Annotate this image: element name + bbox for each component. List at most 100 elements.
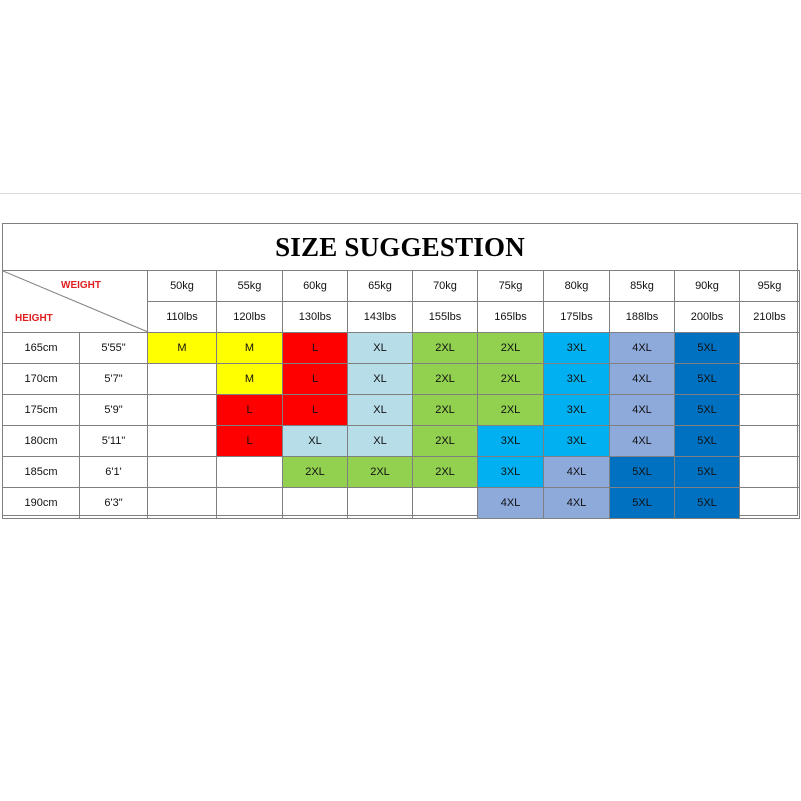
height-row: 190cm 6'3" 4XL 4XL 5XL 5XL (2, 487, 800, 519)
weight-lbs-row: 110lbs 120lbs 130lbs 143lbs 155lbs 165lbs 175l… (3, 301, 800, 333)
size-cell: XL (347, 394, 413, 426)
weight-kg-row: WEIGHT HEIGHT 50kg 55kg 60kg 65kg 70kg 75kg 80kg… (2, 270, 800, 333)
size-cell (739, 394, 800, 426)
weight-lbs-header: 188lbs (609, 301, 675, 333)
size-cell: M (216, 363, 283, 395)
weight-kg-header: 90kg (674, 270, 740, 302)
height-row: 180cm 5'11" L XL XL 2XL 3XL 3XL 4XL 5XL (2, 425, 800, 457)
size-cell: 2XL (412, 425, 478, 457)
weight-kg-header: 75kg (477, 270, 544, 302)
size-cell: 5XL (609, 487, 675, 519)
size-cell: 2XL (412, 332, 478, 364)
height-ft-cell: 5'55" (79, 332, 148, 364)
size-cell: XL (282, 425, 348, 457)
weight-kg-header: 65kg (347, 270, 413, 302)
top-divider (0, 193, 801, 194)
weight-lbs-header: 120lbs (216, 301, 283, 333)
weight-kg-header: 60kg (282, 270, 348, 302)
size-cell: 2XL (412, 363, 478, 395)
size-cell: 3XL (543, 332, 610, 364)
weight-lbs-header: 175lbs (543, 301, 610, 333)
size-chart: SIZE SUGGESTION WEIGHT HEIGHT 50kg 55kg 60kg… (2, 223, 800, 519)
height-row: 165cm 5'55" M M L XL 2XL 2XL 3XL 4XL 5XL (2, 332, 800, 364)
height-cm-cell: 190cm (2, 487, 80, 519)
size-cell: 5XL (609, 456, 675, 488)
size-cell: 4XL (609, 332, 675, 364)
size-cell (739, 487, 800, 519)
size-cell: L (282, 363, 348, 395)
size-cell (347, 487, 413, 519)
height-ft-cell: 5'11" (79, 425, 148, 457)
weight-lbs-header: 210lbs (739, 301, 800, 333)
size-cell (147, 363, 217, 395)
size-cell: 5XL (674, 394, 740, 426)
size-table: WEIGHT HEIGHT 50kg 55kg 60kg 65kg 70kg 75kg 80kg… (2, 270, 800, 519)
weight-kg-header: 95kg (739, 270, 800, 302)
height-cm-cell: 170cm (2, 363, 80, 395)
size-cell: 5XL (674, 425, 740, 457)
weight-lbs-header: 110lbs (147, 301, 217, 333)
weight-lbs-header: 155lbs (412, 301, 478, 333)
size-cell: L (216, 394, 283, 426)
size-cell: 4XL (543, 456, 610, 488)
size-cell: L (282, 332, 348, 364)
size-cell (739, 332, 800, 364)
corner-header: WEIGHT HEIGHT (2, 270, 148, 333)
size-cell: M (147, 332, 217, 364)
size-cell: L (282, 394, 348, 426)
size-cell: 5XL (674, 363, 740, 395)
weight-lbs-header: 165lbs (477, 301, 544, 333)
size-cell: 2XL (477, 394, 544, 426)
size-cell (739, 363, 800, 395)
size-cell: 3XL (543, 363, 610, 395)
height-cm-cell: 185cm (2, 456, 80, 488)
height-cm-cell: 180cm (2, 425, 80, 457)
weight-kg-header: 85kg (609, 270, 675, 302)
size-cell: 4XL (609, 394, 675, 426)
size-cell: 3XL (543, 394, 610, 426)
height-ft-cell: 5'7" (79, 363, 148, 395)
chart-title: SIZE SUGGESTION (275, 231, 525, 262)
weight-kg-header: 70kg (412, 270, 478, 302)
size-cell (739, 425, 800, 457)
size-cell: 2XL (282, 456, 348, 488)
weight-kg-header: 80kg (543, 270, 610, 302)
size-cell: 2XL (347, 456, 413, 488)
height-cm-cell: 165cm (2, 332, 80, 364)
size-cell: 4XL (609, 425, 675, 457)
size-cell: 5XL (674, 487, 740, 519)
weight-kg-header: 50kg (147, 270, 217, 302)
size-cell (147, 394, 217, 426)
size-cell (147, 456, 217, 488)
height-row: 185cm 6'1' 2XL 2XL 2XL 3XL 4XL 5XL 5XL (2, 456, 800, 488)
height-row: 170cm 5'7" M L XL 2XL 2XL 3XL 4XL 5XL (2, 363, 800, 395)
size-cell: 5XL (674, 332, 740, 364)
size-cell (216, 487, 283, 519)
height-axis-label: HEIGHT (15, 313, 53, 324)
size-cell (739, 456, 800, 488)
size-cell: 4XL (609, 363, 675, 395)
weight-lbs-header: 130lbs (282, 301, 348, 333)
height-ft-cell: 5'9" (79, 394, 148, 426)
size-cell: XL (347, 332, 413, 364)
size-cell (147, 487, 217, 519)
size-cell (147, 425, 217, 457)
weight-axis-label: WEIGHT (61, 280, 101, 291)
size-cell: XL (347, 425, 413, 457)
size-cell: 3XL (543, 425, 610, 457)
size-cell: 2XL (477, 363, 544, 395)
size-cell (412, 487, 478, 519)
size-cell: 2XL (412, 394, 478, 426)
size-cell (282, 487, 348, 519)
size-cell: 4XL (543, 487, 610, 519)
size-cell: 5XL (674, 456, 740, 488)
weight-lbs-header: 200lbs (674, 301, 740, 333)
size-cell: XL (347, 363, 413, 395)
height-ft-cell: 6'1' (79, 456, 148, 488)
size-cell: 3XL (477, 456, 544, 488)
height-ft-cell: 6'3" (79, 487, 148, 519)
size-cell: M (216, 332, 283, 364)
size-cell: 3XL (477, 425, 544, 457)
size-cell: L (216, 425, 283, 457)
diagonal-divider (3, 271, 147, 332)
